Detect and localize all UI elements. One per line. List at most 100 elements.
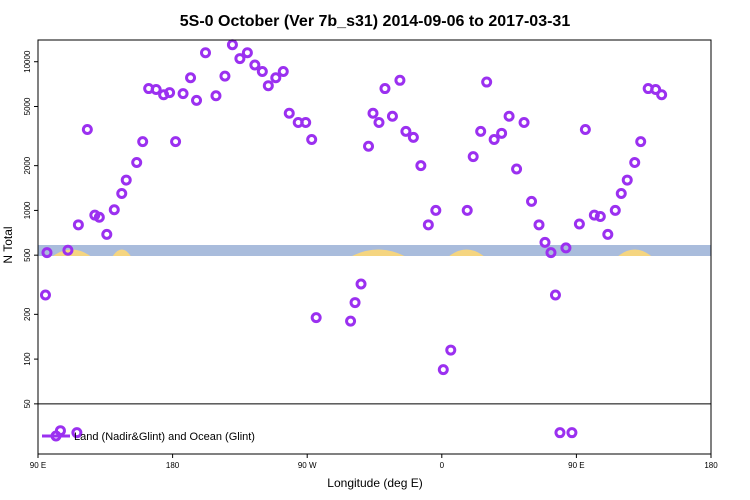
data-point <box>270 72 282 84</box>
data-point <box>373 117 385 129</box>
data-point <box>560 242 572 254</box>
y-tick-label: 1000 <box>23 201 32 219</box>
data-point <box>394 74 406 86</box>
land-ocean-band <box>38 245 711 256</box>
data-point <box>594 211 606 223</box>
data-point <box>650 84 662 96</box>
land-segment <box>449 249 484 256</box>
data-points <box>39 39 668 439</box>
data-point <box>185 72 197 84</box>
data-point <box>72 219 84 231</box>
data-point <box>481 76 493 88</box>
land-segment <box>618 249 652 256</box>
data-point <box>306 133 318 145</box>
data-point <box>379 83 391 95</box>
data-point <box>656 89 668 101</box>
y-tick-label: 500 <box>23 248 32 262</box>
x-tick-label: 180 <box>166 461 180 470</box>
data-point <box>539 236 551 248</box>
data-point <box>475 125 487 137</box>
x-tick-label: 90 E <box>30 461 46 470</box>
data-point <box>349 297 361 309</box>
data-point <box>437 364 449 376</box>
data-point <box>407 131 419 143</box>
data-point <box>300 117 312 129</box>
data-point <box>367 107 379 119</box>
x-axis: 90 E 180 90 W 0 90 E 180 <box>30 454 718 470</box>
plot-frame <box>37 39 712 455</box>
data-point <box>191 94 203 106</box>
x-tick-label: 90 E <box>568 461 584 470</box>
y-tick-label: 2000 <box>23 156 32 174</box>
data-point <box>588 209 600 221</box>
data-point <box>461 204 473 216</box>
data-point <box>164 87 176 99</box>
data-point <box>210 90 222 102</box>
data-point <box>363 140 375 152</box>
y-tick-label: 50 <box>23 399 32 408</box>
data-point <box>554 427 566 439</box>
data-point <box>241 47 253 59</box>
data-point <box>579 124 591 136</box>
data-point <box>277 65 289 77</box>
data-point <box>533 219 545 231</box>
data-point <box>62 244 74 256</box>
data-point <box>609 204 621 216</box>
data-point <box>108 204 120 216</box>
data-point <box>120 174 132 186</box>
data-point <box>400 125 412 137</box>
y-axis-label: N Total <box>1 226 15 263</box>
land-segment <box>112 249 131 256</box>
y-tick-label: 200 <box>23 307 32 321</box>
data-point <box>93 211 105 223</box>
data-point <box>602 228 614 240</box>
data-point <box>415 160 427 172</box>
data-point <box>234 53 246 65</box>
land-segment <box>352 249 405 256</box>
data-point <box>41 247 53 259</box>
data-point <box>39 289 51 301</box>
x-tick-label: 90 W <box>298 461 317 470</box>
data-point <box>283 107 295 119</box>
data-point <box>177 88 189 100</box>
data-point <box>621 174 633 186</box>
data-point <box>262 80 274 92</box>
data-point <box>310 312 322 324</box>
y-tick-label: 10000 <box>23 50 32 73</box>
x-tick-label: 0 <box>440 461 445 470</box>
data-point <box>226 39 238 51</box>
data-point <box>545 247 557 259</box>
data-point <box>518 117 530 129</box>
data-point <box>150 84 162 96</box>
data-point <box>131 157 143 169</box>
data-point <box>81 124 93 136</box>
data-point <box>386 110 398 122</box>
data-point <box>549 289 561 301</box>
data-point <box>488 133 500 145</box>
chart-title: 5S-0 October (Ver 7b_s31) 2014-09-06 to … <box>180 13 571 30</box>
data-point <box>116 187 128 199</box>
data-point <box>503 110 515 122</box>
x-tick-label: 180 <box>704 461 718 470</box>
data-point <box>170 136 182 148</box>
data-point <box>511 163 523 175</box>
data-point <box>71 427 83 439</box>
legend-marker-symbol <box>50 430 62 442</box>
data-point <box>629 157 641 169</box>
x-axis-label: Longitude (deg E) <box>327 476 422 490</box>
data-point <box>615 187 627 199</box>
y-axis: 50 100 200 500 1000 2000 5000 10000 <box>23 50 38 408</box>
data-point <box>526 195 538 207</box>
data-point <box>496 127 508 139</box>
data-point <box>249 59 261 71</box>
y-tick-label: 5000 <box>23 97 32 115</box>
data-point <box>219 70 231 82</box>
data-point <box>467 151 479 163</box>
data-point <box>422 219 434 231</box>
data-point <box>430 204 442 216</box>
data-point <box>355 278 367 290</box>
data-point <box>445 344 457 356</box>
y-tick-label: 100 <box>23 352 32 366</box>
data-point <box>635 136 647 148</box>
